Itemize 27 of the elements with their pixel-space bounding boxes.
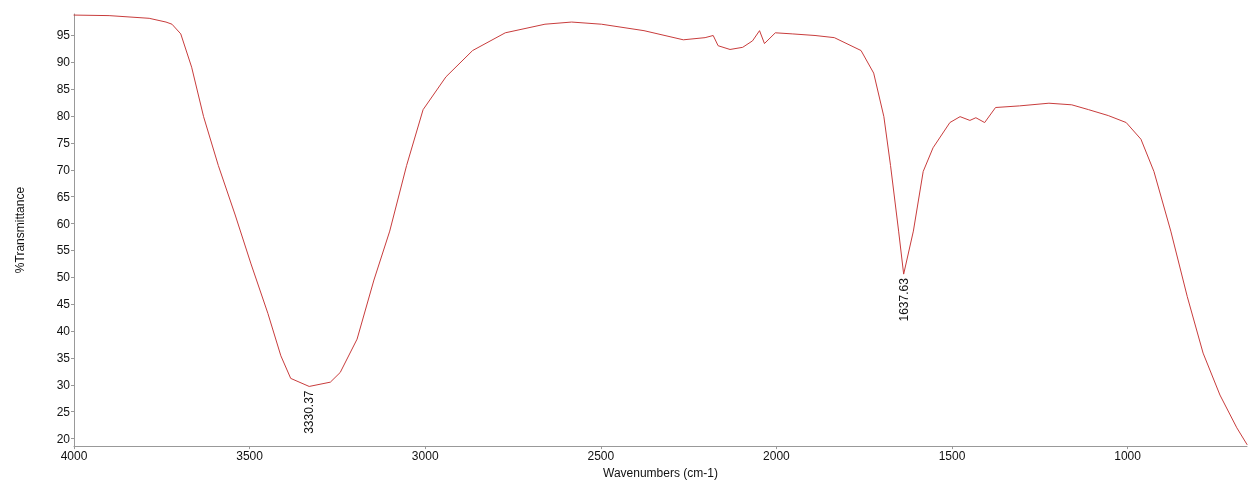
x-tick-label: 4000: [60, 449, 88, 464]
y-tick-label: 75: [56, 135, 71, 150]
y-tick-label: 30: [56, 377, 71, 392]
y-tick-label: 50: [56, 270, 71, 285]
x-tick-label: 1500: [938, 449, 966, 464]
y-axis-title: %Transmittance: [13, 186, 27, 274]
y-tick-label: 90: [56, 55, 71, 70]
annotation: 3330.37: [302, 390, 317, 434]
y-tick-label: 70: [56, 162, 71, 177]
y-tick-label: 65: [56, 189, 71, 204]
x-tick-label: 1000: [1114, 449, 1142, 464]
y-tick-label: 35: [56, 350, 71, 365]
y-tick-label: 55: [56, 243, 71, 258]
annotation: 1637.63: [896, 277, 911, 322]
y-tick-label: 25: [56, 404, 71, 419]
y-tick-label: 40: [56, 324, 71, 339]
x-tick-label: 2000: [763, 449, 791, 464]
x-tick-label: 2500: [587, 449, 615, 464]
y-tick-label: 80: [56, 109, 71, 124]
y-tick-label: 45: [56, 297, 71, 312]
y-tick-label: 85: [56, 82, 71, 97]
y-tick-label: 95: [56, 28, 71, 43]
y-tick-label: 20: [56, 431, 71, 446]
x-tick-label: 3000: [411, 449, 439, 464]
y-tick-label: 60: [56, 216, 71, 231]
x-axis-title: Wavenumbers (cm-1): [603, 466, 718, 480]
x-tick-label: 3500: [236, 449, 264, 464]
